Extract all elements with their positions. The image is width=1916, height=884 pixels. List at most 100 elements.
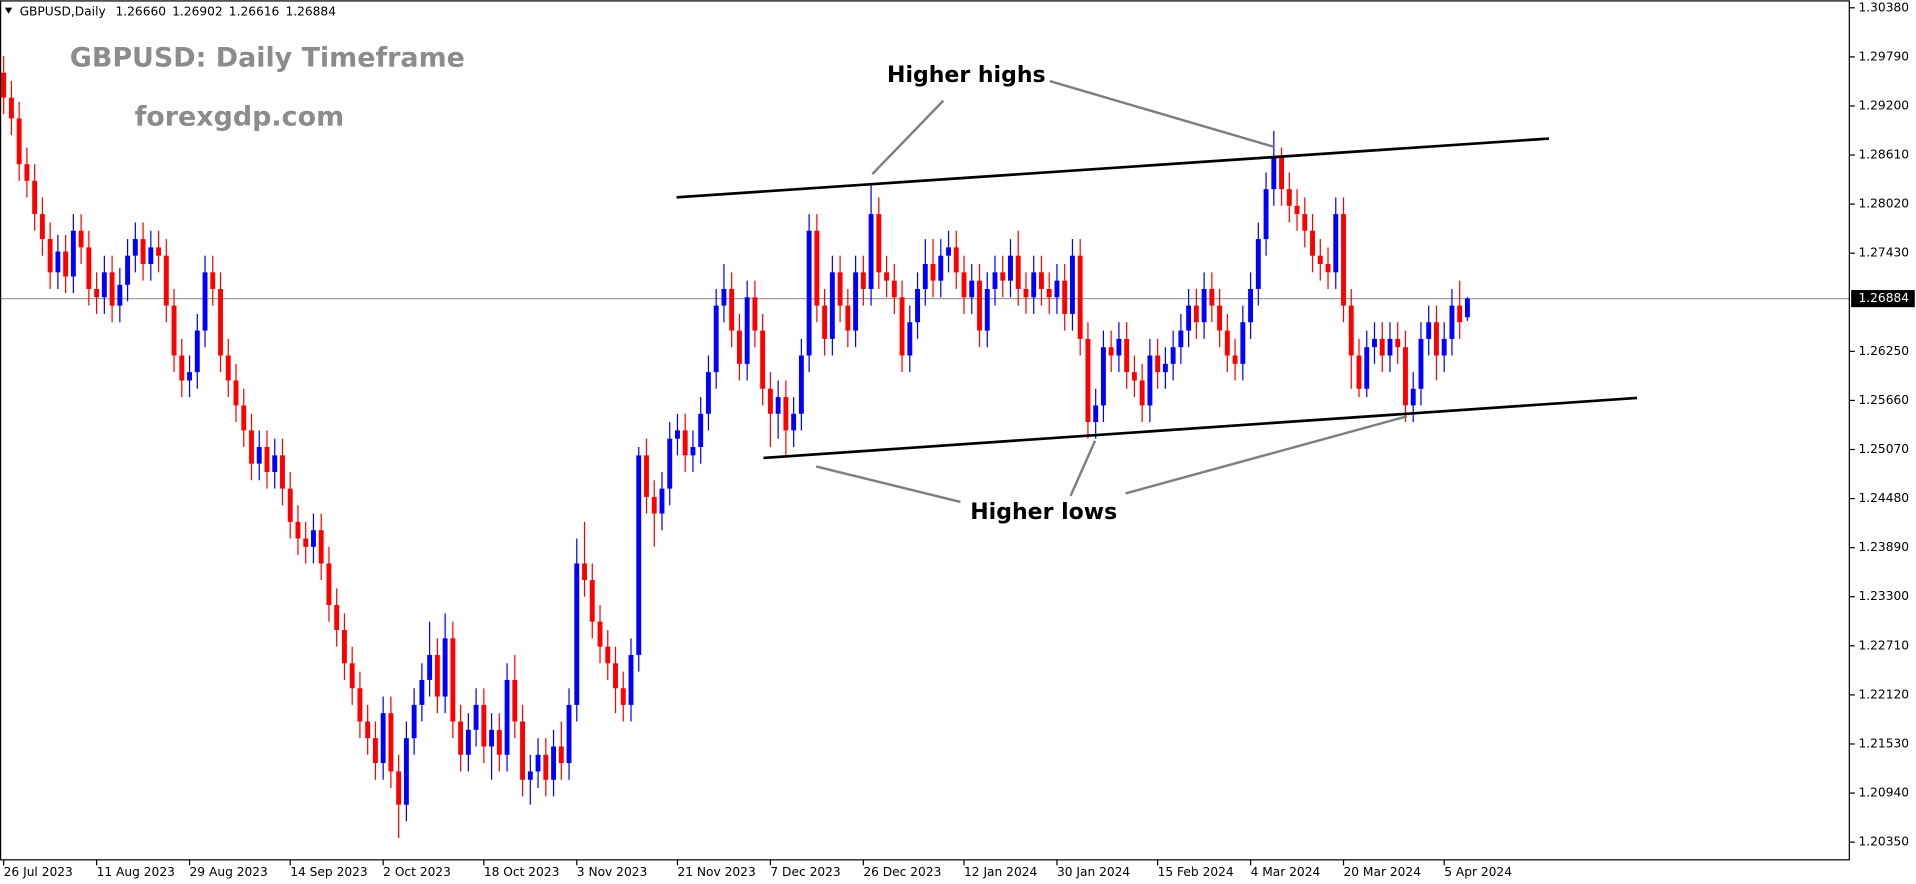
candle-body bbox=[512, 679, 518, 722]
candle-body bbox=[1186, 305, 1192, 331]
candle-body bbox=[132, 239, 138, 256]
candle-body bbox=[458, 721, 464, 755]
candle-body bbox=[1209, 288, 1215, 306]
candle-body bbox=[884, 272, 890, 281]
candle-body bbox=[551, 746, 556, 780]
candle-body bbox=[1093, 405, 1099, 423]
candle-body bbox=[721, 288, 727, 306]
candle-body bbox=[140, 239, 146, 265]
candle-body bbox=[659, 488, 665, 514]
candle-body bbox=[860, 272, 866, 289]
candle-body bbox=[489, 729, 495, 747]
candle-body bbox=[194, 330, 200, 373]
y-tick-label: 1.24480 bbox=[1858, 491, 1909, 505]
candle-body bbox=[1147, 355, 1153, 406]
candle-body bbox=[1085, 338, 1091, 423]
candle-body bbox=[775, 397, 781, 414]
candle-body bbox=[349, 663, 355, 689]
candle-body bbox=[1279, 155, 1285, 190]
candle-body bbox=[202, 272, 208, 331]
y-tick-label: 1.29200 bbox=[1858, 98, 1909, 112]
candle-body bbox=[868, 214, 874, 289]
candle-body bbox=[1457, 305, 1463, 323]
candle-body bbox=[280, 455, 285, 489]
candle-body bbox=[1162, 363, 1168, 373]
candle-body bbox=[249, 430, 254, 464]
x-tick-label: 3 Nov 2023 bbox=[577, 865, 648, 879]
candle-body bbox=[1039, 272, 1044, 289]
candle-body bbox=[272, 455, 278, 472]
candle-body bbox=[434, 654, 440, 697]
candle-body bbox=[636, 455, 642, 655]
candle-body bbox=[992, 272, 998, 289]
candle-body bbox=[341, 630, 347, 664]
candle-body bbox=[1155, 355, 1161, 373]
candle-body bbox=[1217, 305, 1223, 331]
candle-body bbox=[675, 430, 680, 439]
candle-body bbox=[24, 164, 30, 181]
upper-trendline bbox=[676, 137, 1550, 199]
candle-body bbox=[326, 563, 332, 606]
candle-body bbox=[644, 455, 649, 497]
candle-body bbox=[605, 646, 611, 664]
header-high: 1.26902 bbox=[172, 4, 223, 18]
candle-body bbox=[1310, 230, 1315, 256]
candle-body bbox=[729, 288, 735, 331]
x-tick-label: 5 Apr 2024 bbox=[1444, 865, 1512, 879]
candle-body bbox=[1, 72, 7, 98]
candle-body bbox=[667, 438, 673, 489]
candle-body bbox=[1240, 322, 1246, 364]
candle-body bbox=[527, 771, 533, 780]
y-tick-label: 1.26250 bbox=[1858, 344, 1909, 358]
candle-body bbox=[303, 538, 309, 547]
y-tick-label: 1.23890 bbox=[1858, 540, 1909, 554]
candle-body bbox=[961, 272, 967, 298]
candle-body bbox=[450, 638, 456, 722]
candle-body bbox=[1372, 338, 1377, 348]
candle-body bbox=[1023, 288, 1029, 298]
candle-body bbox=[613, 663, 618, 689]
candle-body bbox=[117, 284, 123, 306]
header-low: 1.26616 bbox=[229, 4, 280, 18]
candle-body bbox=[1410, 388, 1416, 406]
candle-body bbox=[1403, 347, 1408, 406]
candle-body bbox=[1325, 264, 1331, 273]
candle-body bbox=[411, 704, 417, 739]
y-tick-label: 1.27430 bbox=[1858, 246, 1909, 260]
candle-body bbox=[101, 272, 107, 298]
candle-body bbox=[969, 280, 975, 298]
pointer-line bbox=[1125, 415, 1408, 495]
candle-body bbox=[318, 530, 324, 564]
candle-body bbox=[806, 230, 812, 356]
candle-body bbox=[814, 230, 820, 306]
candle-body bbox=[504, 679, 510, 755]
candle-body bbox=[1008, 255, 1013, 281]
candle-body bbox=[357, 688, 363, 722]
candle-body bbox=[628, 654, 634, 705]
candle-body bbox=[922, 264, 928, 289]
pointer-line bbox=[1069, 440, 1097, 497]
x-tick-label: 4 Mar 2024 bbox=[1251, 865, 1321, 879]
candle-body bbox=[55, 251, 61, 273]
candle-body bbox=[682, 430, 688, 456]
candle-body bbox=[1178, 330, 1184, 348]
candle-body bbox=[1131, 372, 1137, 381]
candle-body bbox=[744, 297, 750, 364]
candle-body bbox=[233, 380, 239, 406]
candle-body bbox=[1139, 380, 1145, 406]
candle-body bbox=[891, 280, 897, 298]
x-tick-label: 30 Jan 2024 bbox=[1057, 865, 1130, 879]
candle-body bbox=[574, 563, 580, 705]
candle-body bbox=[1356, 355, 1362, 389]
x-tick-label: 20 Mar 2024 bbox=[1344, 865, 1422, 879]
chart-subtitle: forexgdp.com bbox=[135, 101, 345, 132]
candle-body bbox=[1317, 255, 1323, 265]
candle-body bbox=[1108, 347, 1114, 356]
candle-body bbox=[1395, 338, 1401, 348]
candle-body bbox=[1418, 338, 1424, 389]
candle-body bbox=[1449, 305, 1455, 339]
candle-body bbox=[783, 397, 789, 431]
candle-body bbox=[876, 214, 882, 273]
y-tick-label: 1.30380 bbox=[1858, 0, 1909, 14]
